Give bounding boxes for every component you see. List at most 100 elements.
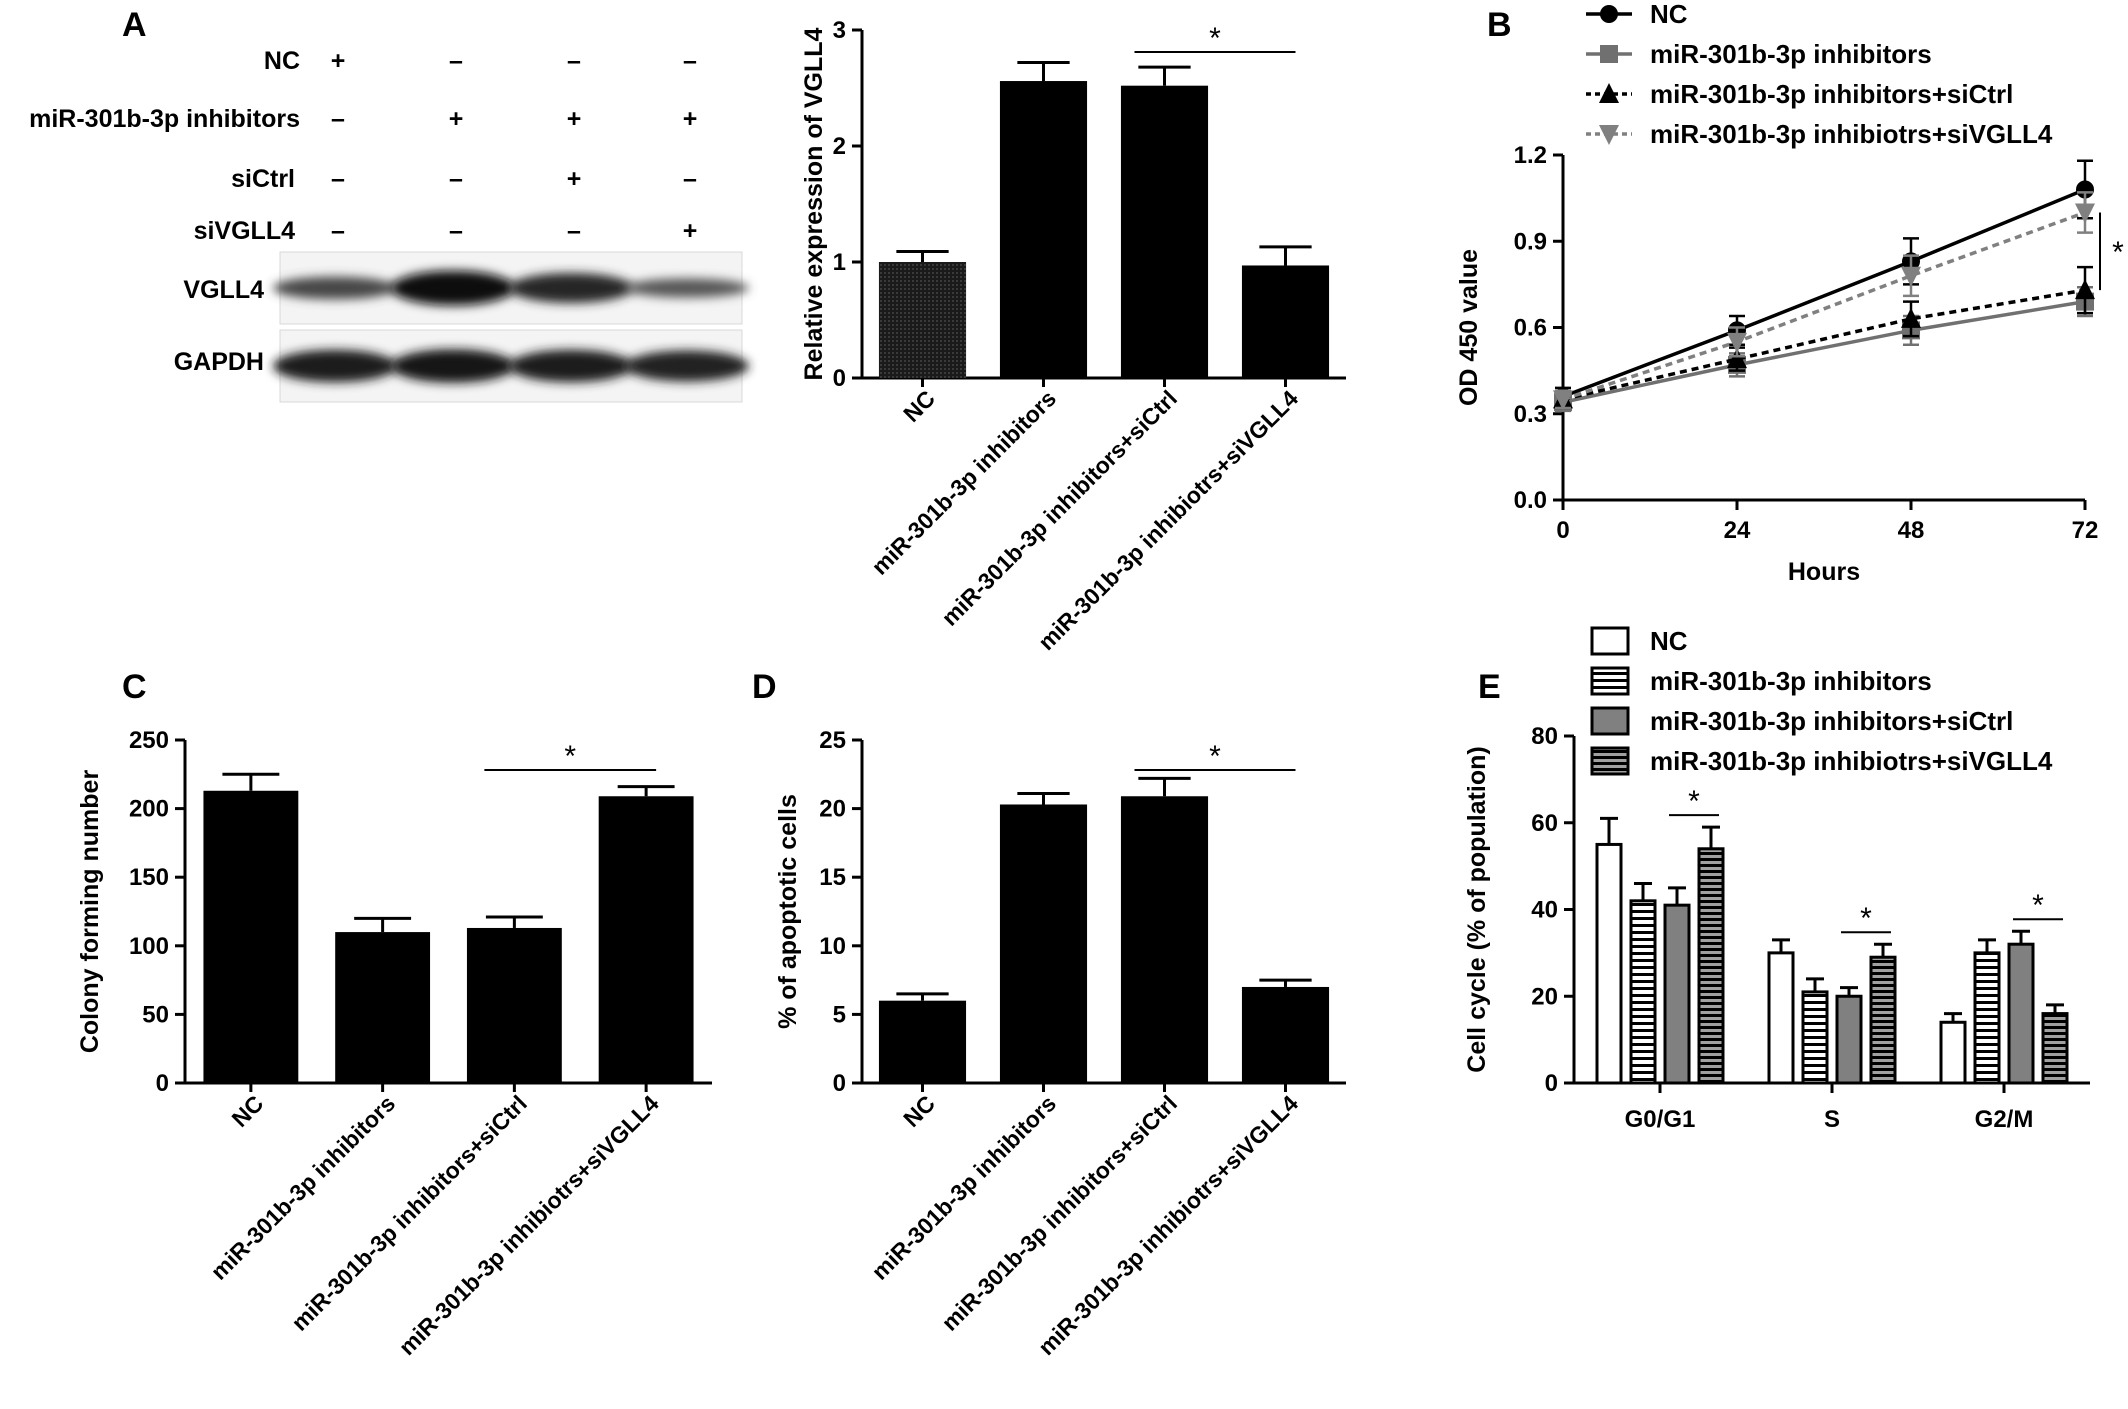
chart-B-series	[1554, 286, 2094, 413]
chart-E-y-tick-label: 0	[1545, 1070, 1558, 1097]
chart-E-y-tick-label: 20	[1531, 983, 1558, 1010]
chart-E-sig-star: *	[1860, 902, 1872, 935]
blot-band-vgll4	[391, 270, 515, 306]
wb-sign: –	[567, 217, 581, 245]
chart-C-y-tick-label: 150	[129, 864, 169, 891]
chart-E-x-tick-label: S	[1824, 1106, 1840, 1133]
chart-C-sig-star: *	[564, 740, 576, 773]
chart-B-x-tick-label: 24	[1724, 517, 1751, 544]
wb-sign: –	[449, 47, 463, 75]
blot-band-gapdh	[625, 350, 749, 382]
chart-B-series	[1553, 191, 2095, 411]
chart-E-bar	[1663, 903, 1691, 1085]
chart-E-sig-star: *	[1688, 785, 1700, 818]
chart-B-y-tick-label: 0.0	[1514, 487, 1547, 514]
panel-letter-b: B	[1487, 6, 1512, 44]
chart-B-legend-marker	[1600, 5, 1618, 23]
chart-E-x-tick-label: G2/M	[1975, 1106, 2034, 1133]
wb-sign: –	[567, 47, 581, 75]
chart-D-y-tick-label: 5	[833, 1001, 846, 1028]
blot-images: VGLL4 GAPDH	[174, 251, 749, 403]
chart-E-sig-star: *	[2032, 889, 2044, 922]
chart-E-legend-label: miR-301b-3p inhibiotrs+siVGLL4	[1650, 746, 2053, 776]
chart-C-bar	[598, 796, 694, 1083]
chart-B-point	[2075, 279, 2095, 300]
chart-B-point	[2076, 180, 2094, 199]
chart-E-legend-label: NC	[1650, 626, 1688, 656]
chart-A-x-tick-label: miR-301b-3p inhibiotrs+siVGLL4	[1033, 385, 1303, 655]
chart-D-y-label: % of apoptotic cells	[774, 794, 802, 1029]
wb-sign: +	[683, 217, 698, 245]
chart-A-x-tick-label: miR-301b-3p inhibitors+siCtrl	[936, 385, 1182, 631]
chart-D-y-tick-label: 25	[819, 727, 846, 754]
panel-letter-e: E	[1478, 668, 1501, 706]
chart-D-bar	[1120, 796, 1209, 1083]
chart-D-x-tick-label: miR-301b-3p inhibiotrs+siVGLL4	[1033, 1090, 1303, 1360]
chart-E-bar	[1801, 990, 1829, 1085]
chart-E-bar	[1697, 847, 1725, 1085]
chart-C-y-label: Colony forming number	[76, 770, 104, 1054]
chart-C-y-tick-label: 100	[129, 933, 169, 960]
chart-C-y-tick-label: 50	[142, 1001, 169, 1028]
chart-D-y-tick-label: 10	[819, 933, 846, 960]
panel-letter-c: C	[122, 668, 147, 706]
chart-B-legend-marker	[1599, 125, 1619, 145]
blot-band-vgll4	[273, 276, 397, 300]
blot-band-gapdh	[273, 349, 397, 383]
blot-band-gapdh	[391, 349, 515, 383]
chart-B-x-tick-label: 48	[1898, 517, 1925, 544]
chart-B-legend-label: NC	[1650, 0, 1688, 29]
chart-B-point	[2075, 203, 2095, 224]
chart-C-x-tick-label: miR-301b-3p inhibiotrs+siVGLL4	[394, 1090, 664, 1360]
wb-sign: –	[331, 165, 345, 193]
panel-letter-a: A	[122, 6, 147, 44]
chart-E-legend-swatch	[1590, 626, 1630, 656]
chart-D-x-tick-label: NC	[898, 1090, 940, 1132]
chart-B-point	[1901, 307, 1921, 328]
chart-A-bar	[878, 262, 967, 378]
wb-sign: –	[331, 105, 345, 133]
chart-B-legend-marker	[1599, 83, 1619, 103]
chart-E-bar	[1973, 951, 2001, 1085]
chart-od450-growth: 0.0 0.3 0.6 0.9 1.2 0 24 48 72 Hours OD 450 value N…	[1455, 0, 2124, 586]
chart-B-x-tick-label: 72	[2072, 517, 2099, 544]
wb-sign: –	[683, 165, 697, 193]
chart-B-point	[1727, 348, 1747, 369]
chart-A-y-tick-label: 2	[833, 133, 846, 160]
wb-row-label: siCtrl	[231, 165, 295, 193]
chart-B-sig-star: *	[2112, 236, 2124, 269]
chart-E-bar	[2007, 942, 2035, 1085]
chart-C-x-tick-label: NC	[227, 1090, 269, 1132]
wb-sign: –	[449, 165, 463, 193]
wb-sign: –	[683, 47, 697, 75]
chart-D-y-tick-label: 0	[833, 1070, 846, 1097]
chart-B-legend-marker	[1600, 45, 1618, 63]
chart-E-legend-swatch	[1590, 706, 1630, 736]
chart-B-point	[1553, 390, 1573, 411]
chart-B-series	[1554, 159, 2094, 407]
blot-band-vgll4	[509, 273, 633, 303]
treatment-matrix: NC + – – – miR-301b-3p inhibitors – + + + siCtrl – –…	[29, 47, 697, 245]
chart-C-y-tick-label: 200	[129, 796, 169, 823]
chart-cell-cycle: 0 20 40 60 80 G0/G1 * S * G2/M * Cell cycle (% of p…	[1463, 626, 2090, 1133]
blot-band-gapdh	[509, 349, 633, 383]
chart-E-legend-label: miR-301b-3p inhibitors	[1650, 666, 1932, 696]
wb-row-label: siVGLL4	[194, 217, 296, 245]
chart-C-bar	[203, 790, 299, 1083]
chart-C-bar	[335, 932, 431, 1083]
blot-band-vgll4	[625, 278, 749, 298]
wb-sign: +	[683, 105, 698, 133]
chart-D-bar	[878, 1000, 967, 1083]
chart-A-sig-star: *	[1209, 22, 1221, 55]
chart-D-y-tick-label: 15	[819, 864, 846, 891]
chart-C-y-tick-label: 250	[129, 727, 169, 754]
chart-B-series-line	[1562, 299, 2086, 404]
wb-sign: +	[449, 105, 464, 133]
chart-D-x-tick-label: miR-301b-3p inhibitors+siCtrl	[936, 1090, 1182, 1336]
chart-B-y-tick-label: 0.3	[1514, 401, 1547, 428]
chart-E-y-label: Cell cycle (% of population)	[1463, 746, 1491, 1072]
